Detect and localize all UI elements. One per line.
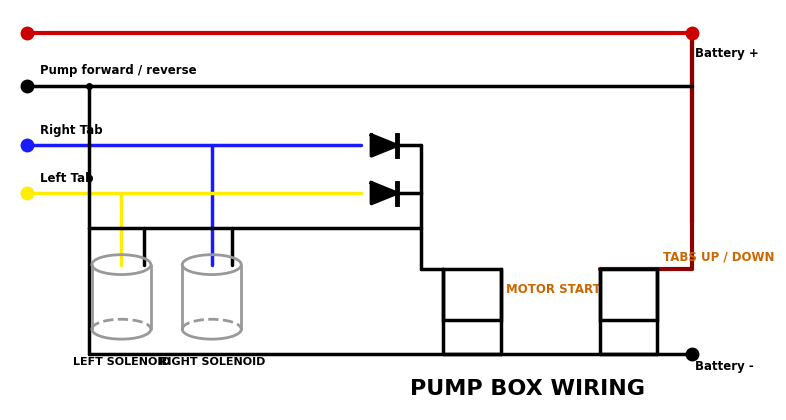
Polygon shape [371, 135, 397, 156]
Text: Battery -: Battery - [695, 360, 754, 373]
Text: TABS UP / DOWN: TABS UP / DOWN [663, 251, 774, 264]
Text: MOTOR START: MOTOR START [506, 283, 601, 296]
Polygon shape [371, 183, 397, 204]
Text: LEFT SOLENOID: LEFT SOLENOID [72, 357, 170, 367]
Bar [443, 269, 501, 320]
Text: RIGHT SOLENOID: RIGHT SOLENOID [159, 357, 265, 367]
Bar [601, 269, 657, 320]
Text: Right Tab: Right Tab [40, 124, 103, 137]
Text: PUMP BOX WIRING: PUMP BOX WIRING [410, 379, 645, 399]
Text: Left Tab: Left Tab [40, 172, 94, 185]
Text: Pump forward / reverse: Pump forward / reverse [40, 64, 196, 77]
Text: Battery +: Battery + [695, 47, 759, 60]
